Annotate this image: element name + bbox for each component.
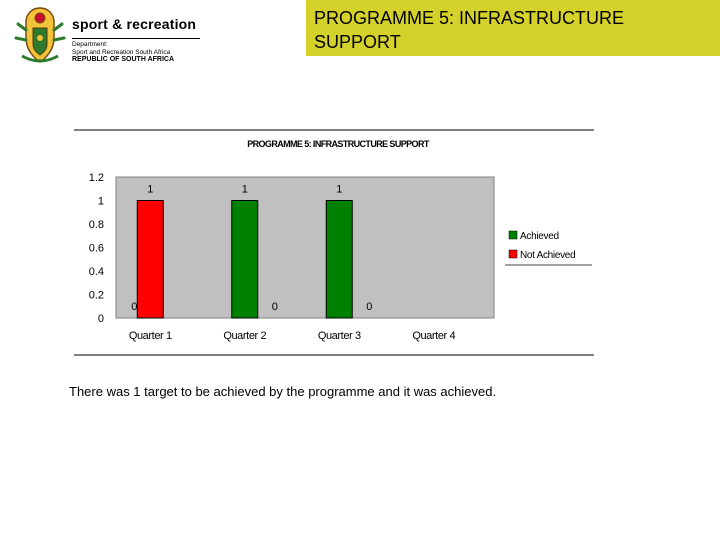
coat-of-arms-icon <box>14 7 66 63</box>
bar-achieved <box>231 200 259 319</box>
y-tick-label: 0.8 <box>89 219 104 231</box>
x-tick-label: Quarter 1 <box>129 330 172 342</box>
slide-title: PROGRAMME 5: INFRASTRUCTURE SUPPORT <box>314 8 625 52</box>
x-tick-label: Quarter 3 <box>318 330 361 342</box>
department-label: Department: Sport and Recreation South A… <box>72 41 170 56</box>
country-label: REPUBLIC OF SOUTH AFRICA <box>72 56 175 63</box>
bar-not-achieved <box>136 200 164 319</box>
brand-divider <box>72 38 200 39</box>
y-tick-label: 0.6 <box>89 243 104 255</box>
data-label: 1 <box>147 184 153 196</box>
x-tick-label: Quarter 2 <box>223 330 266 342</box>
summary-caption: There was 1 target to be achieved by the… <box>69 384 497 399</box>
data-label: 0 <box>366 301 372 313</box>
department-line-2: Sport and Recreation South Africa <box>72 48 171 56</box>
bar-achieved <box>325 200 353 319</box>
y-tick-label: 1.2 <box>89 172 104 184</box>
legend-label: Achieved <box>520 231 559 242</box>
y-tick-label: 0 <box>98 313 104 325</box>
chart-title: PROGRAMME 5: INFRASTRUCTURE SUPPORT <box>247 139 430 149</box>
y-tick-label: 1 <box>98 196 104 208</box>
legend-label: Not Achieved <box>520 250 575 261</box>
legend-swatch-not-achieved <box>508 249 518 259</box>
data-label: 1 <box>336 184 342 196</box>
data-label: 0 <box>131 301 137 313</box>
y-tick-label: 0.2 <box>89 290 104 302</box>
plot-area <box>115 176 495 319</box>
data-label: 1 <box>242 184 248 196</box>
slide-title-banner: PROGRAMME 5: INFRASTRUCTURE SUPPORT <box>306 0 720 56</box>
y-tick-label: 0.4 <box>89 266 104 278</box>
sport-recreation-logo: sport & recreation Department: Sport and… <box>8 4 208 64</box>
legend-swatch-achieved <box>508 230 518 240</box>
x-tick-label: Quarter 4 <box>412 330 455 342</box>
infrastructure-support-chart: PROGRAMME 5: INFRASTRUCTURE SUPPORT 0 0.2 0… <box>74 129 594 356</box>
department-line-1: Department: <box>72 41 108 48</box>
data-label: 0 <box>272 301 278 313</box>
brand-name: sport & recreation <box>72 16 197 32</box>
